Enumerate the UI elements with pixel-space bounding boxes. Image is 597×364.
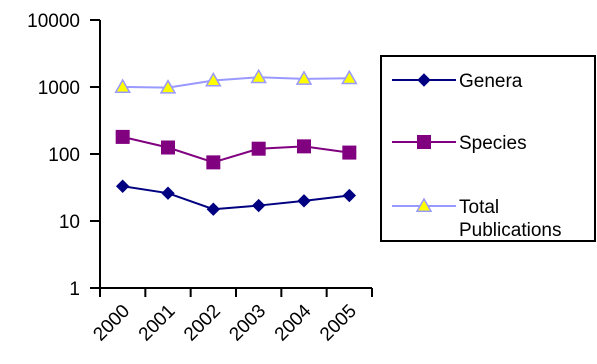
x-tick-label: 2004 xyxy=(271,300,316,345)
y-tick-label: 10 xyxy=(59,212,80,233)
total-publications-point xyxy=(205,71,222,87)
species-point xyxy=(206,155,221,170)
series-layer xyxy=(114,68,358,216)
genera-point xyxy=(161,186,175,200)
species-point xyxy=(297,139,311,154)
genera-point xyxy=(251,198,266,213)
y-tick-label: 100 xyxy=(48,145,80,166)
legend-item-total-publications: Total Publications xyxy=(392,197,561,241)
series-species xyxy=(115,129,357,170)
genera-point xyxy=(342,188,357,203)
genera-point xyxy=(297,194,311,208)
series-genera xyxy=(115,179,357,216)
y-tick-label: 10000 xyxy=(27,11,80,32)
y-axis: 1 10 100 1000 10000 xyxy=(27,11,101,300)
species-point xyxy=(251,141,266,156)
legend-total-publications-point xyxy=(415,197,433,212)
series-total-publications xyxy=(114,68,358,94)
x-tick-label: 2000 xyxy=(89,301,134,346)
genera-point xyxy=(115,179,130,193)
species-point xyxy=(342,145,357,160)
total-publications-line xyxy=(122,76,350,89)
legend-label-line: Publications xyxy=(459,220,561,241)
legend-label: Genera xyxy=(459,71,523,92)
x-tick-label: 2001 xyxy=(135,301,180,346)
species-point xyxy=(161,140,175,155)
legend-genera-point xyxy=(417,73,431,87)
total-publications-point xyxy=(114,78,131,93)
legend: Genera Species Total Publications xyxy=(380,55,596,242)
y-tick-label: 1 xyxy=(69,279,80,300)
total-publications-point xyxy=(341,69,358,85)
genera-point xyxy=(206,202,221,216)
legend-label: Total Publications xyxy=(459,197,561,241)
species-line xyxy=(122,135,350,164)
legend-species-point xyxy=(417,135,431,149)
legend-item-species: Species xyxy=(392,133,527,154)
species-point xyxy=(115,129,130,144)
legend-item-genera: Genera xyxy=(392,71,523,92)
legend-label: Species xyxy=(459,133,527,154)
x-tick-label: 2002 xyxy=(180,301,225,346)
legend-box xyxy=(380,55,596,242)
y-tick-label: 1000 xyxy=(38,78,80,99)
legend-label-line: Total xyxy=(459,197,499,218)
total-publications-point xyxy=(159,79,177,94)
x-tick-label: 2003 xyxy=(225,301,270,346)
x-tick-label: 2005 xyxy=(316,301,361,346)
x-axis: 2000 2001 2002 2003 2004 2005 xyxy=(89,287,373,346)
total-publications-point xyxy=(250,68,267,84)
total-publications-point xyxy=(295,70,313,85)
genera-line xyxy=(122,185,350,211)
